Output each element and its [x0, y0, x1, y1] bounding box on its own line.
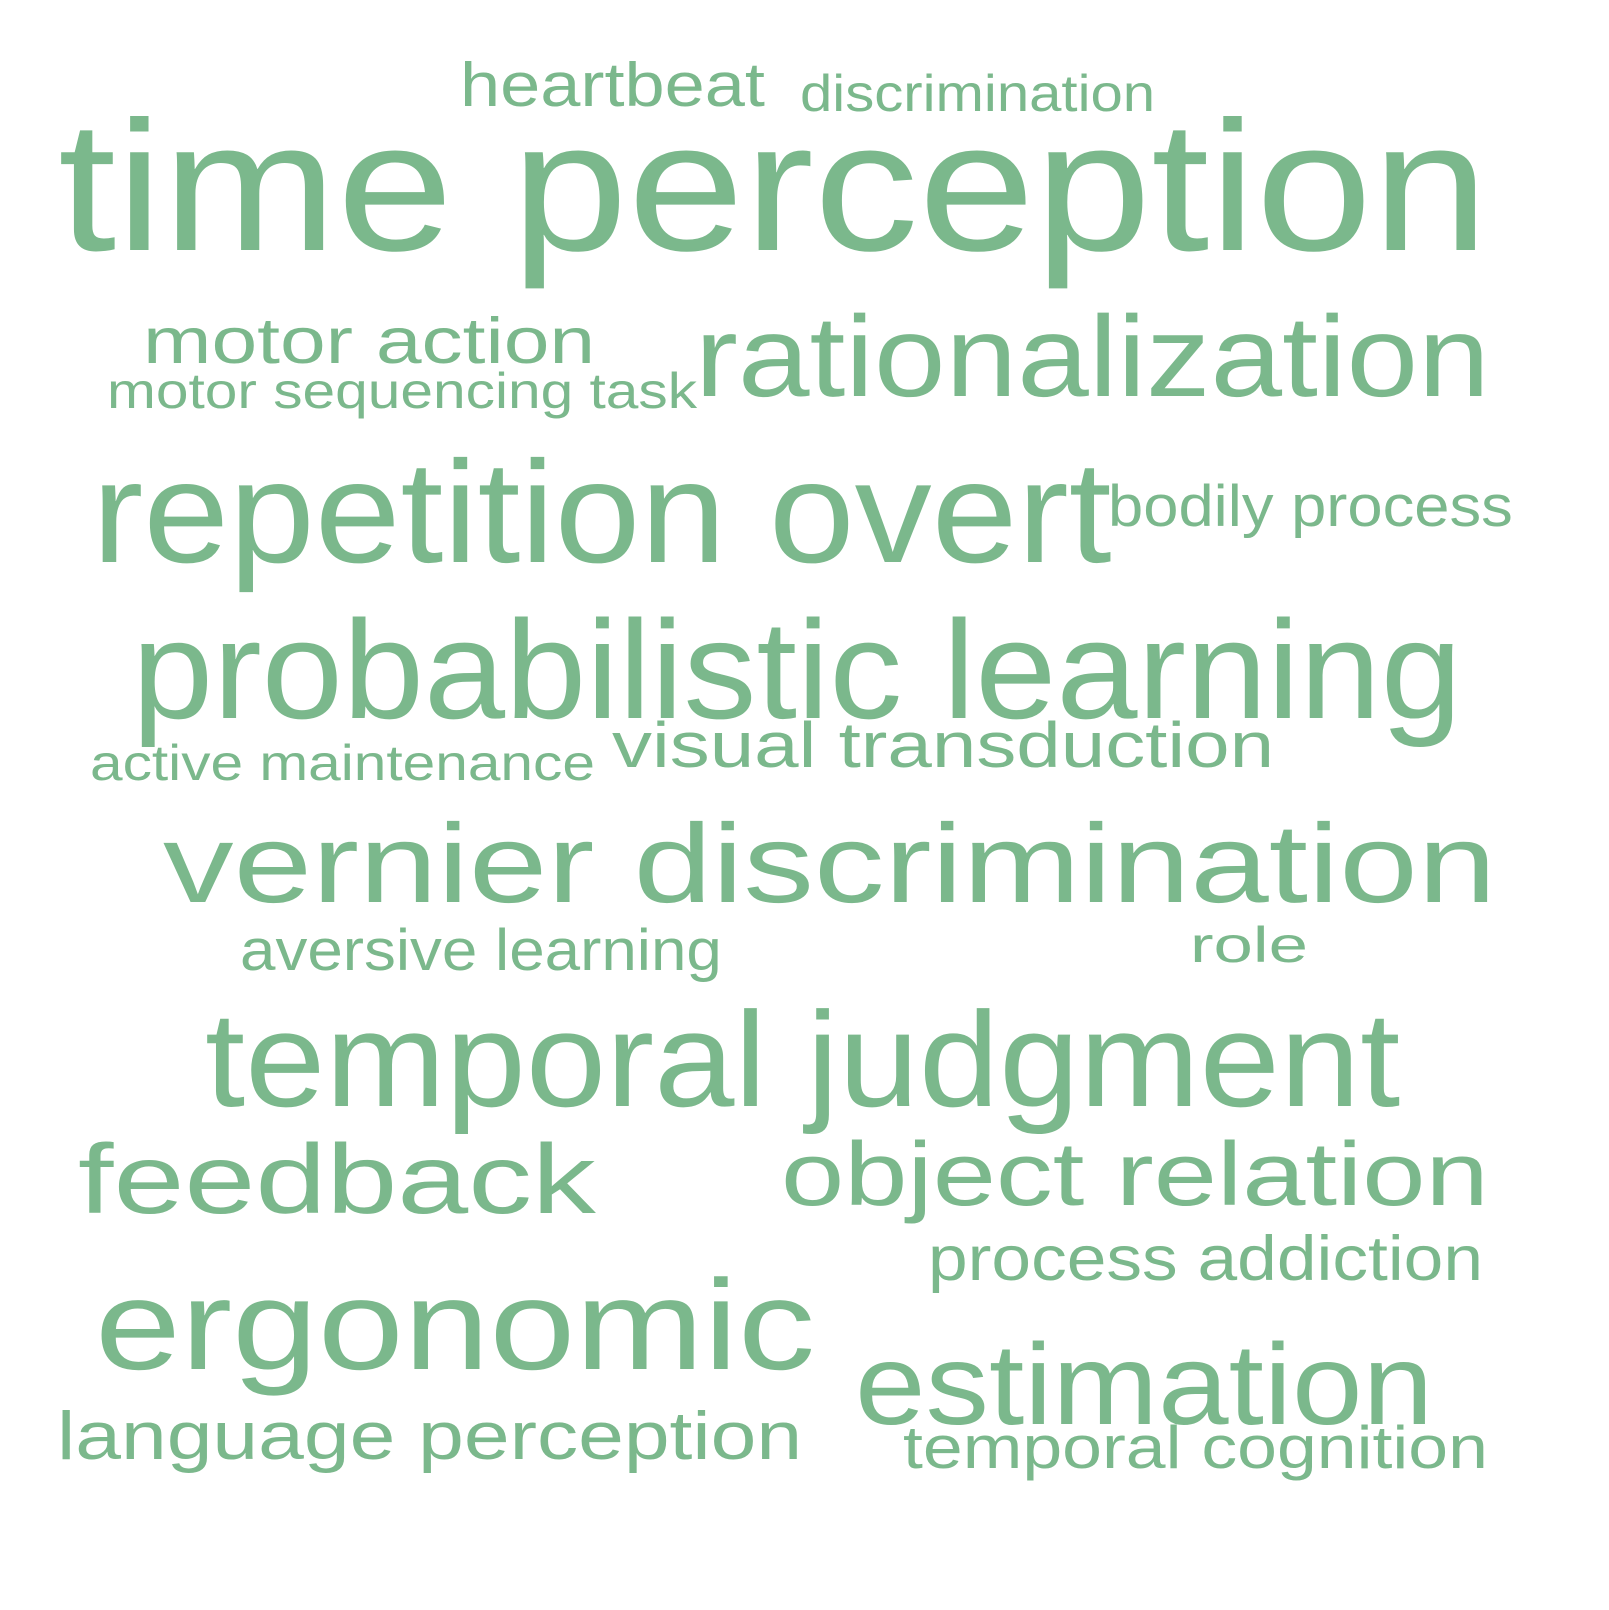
- word-motor-action: motor action: [143, 304, 596, 377]
- word-visual-transduction: visual transduction: [612, 709, 1275, 781]
- word-bodily-process: bodily process: [1108, 474, 1513, 539]
- word-vernier-discrimination: vernier discrimination: [163, 801, 1497, 926]
- word-active-maintenance: active maintenance: [90, 735, 595, 791]
- word-object-relation: object relation: [781, 1125, 1489, 1225]
- word-temporal-cognition: temporal cognition: [903, 1414, 1488, 1481]
- word-aversive-learning: aversive learning: [240, 918, 722, 983]
- word-heartbeat: heartbeat: [460, 51, 765, 120]
- word-ergonomic: ergonomic: [95, 1254, 816, 1397]
- word-process-addiction: process addiction: [928, 1224, 1483, 1294]
- word-language-perception: language perception: [57, 1398, 803, 1474]
- word-probabilistic-learning: probabilistic learning: [132, 591, 1462, 748]
- word-motor-sequencing-task: motor sequencing task: [107, 363, 698, 419]
- word-role: role: [1190, 917, 1308, 973]
- word-repetition-overt: repetition overt: [92, 431, 1112, 593]
- word-discrimination: discrimination: [800, 65, 1156, 123]
- word-temporal-judgment: temporal judgment: [205, 984, 1401, 1135]
- word-feedback: feedback: [78, 1124, 596, 1234]
- word-rationalization: rationalization: [695, 293, 1490, 421]
- word-estimation: estimation: [855, 1321, 1434, 1449]
- word-time-perception: time perception: [58, 84, 1489, 290]
